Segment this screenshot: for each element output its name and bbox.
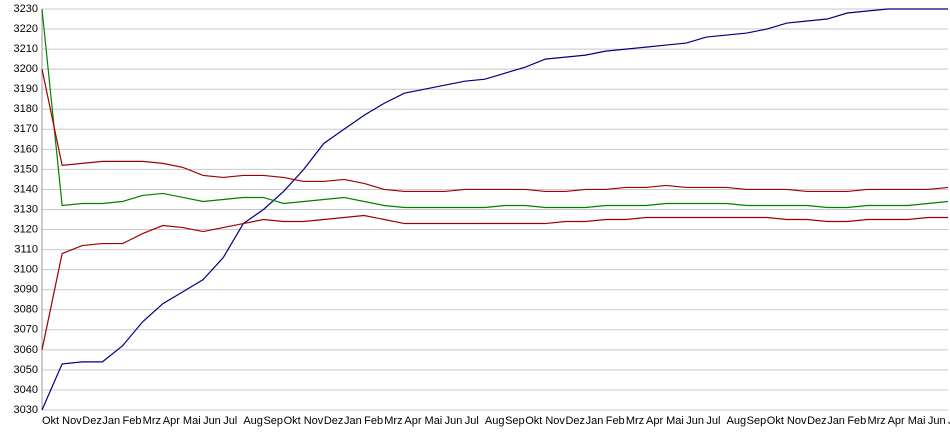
x-tick-label: Feb	[364, 415, 383, 427]
y-tick-label: 3220	[14, 23, 38, 35]
x-tick-label: Jan	[102, 415, 120, 427]
y-tick-label: 3130	[14, 203, 38, 215]
y-tick-label: 3190	[14, 83, 38, 95]
x-tick-label: Jul	[223, 415, 237, 427]
x-tick-label: Mrz	[626, 415, 644, 427]
x-tick-label: Jan	[344, 415, 362, 427]
x-tick-label: Apr	[888, 415, 905, 427]
line-series	[41, 8, 949, 209]
line-series	[41, 69, 949, 193]
y-tick-label: 3050	[14, 364, 38, 376]
x-tick-label: Jan	[827, 415, 845, 427]
y-tick-label: 3060	[14, 344, 38, 356]
x-tick-label: Dez	[324, 415, 344, 427]
y-tick-label: 3100	[14, 264, 38, 276]
x-tick-label: Nov	[787, 415, 807, 427]
x-tick-label: Sep	[747, 415, 767, 427]
y-tick-label: 3110	[14, 244, 38, 256]
x-tick-label: Sep	[263, 415, 283, 427]
y-tick-label: 3170	[14, 123, 38, 135]
x-tick-label: Jun	[686, 415, 704, 427]
y-tick-label: 3040	[14, 384, 38, 396]
x-tick-label: Jun	[445, 415, 463, 427]
x-tick-label: Aug	[485, 415, 505, 427]
line-series	[41, 214, 948, 350]
x-tick-label: Mrz	[143, 415, 161, 427]
x-tick-label: Jul	[948, 415, 950, 427]
x-tick-label: Dez	[82, 415, 102, 427]
y-tick-label: 3210	[14, 43, 38, 55]
x-tick-label: Okt	[42, 415, 59, 427]
x-tick-label: Dez	[565, 415, 585, 427]
x-tick-label: Jun	[203, 415, 221, 427]
y-tick-label: 3180	[14, 103, 38, 115]
y-tick-label: 3090	[14, 284, 38, 296]
x-tick-label: Jun	[928, 415, 946, 427]
x-tick-label: Nov	[62, 415, 82, 427]
x-tick-label: Nov	[304, 415, 324, 427]
line-series	[41, 8, 948, 411]
x-tick-label: Mai	[666, 415, 684, 427]
x-tick-label: Okt	[767, 415, 784, 427]
y-tick-label: 3230	[14, 3, 38, 15]
x-tick-label: Apr	[646, 415, 663, 427]
x-tick-label: Dez	[807, 415, 827, 427]
x-tick-label: Sep	[505, 415, 525, 427]
x-tick-label: Jul	[706, 415, 720, 427]
x-tick-label: Feb	[606, 415, 625, 427]
y-tick-label: 3120	[14, 223, 38, 235]
y-tick-label: 3200	[14, 63, 38, 75]
x-tick-label: Aug	[243, 415, 263, 427]
y-tick-label: 3160	[14, 143, 38, 155]
x-tick-label: Mrz	[384, 415, 402, 427]
x-tick-label: Nov	[545, 415, 565, 427]
x-tick-label: Okt	[284, 415, 301, 427]
x-tick-label: Mrz	[867, 415, 885, 427]
y-tick-label: 3030	[14, 404, 38, 416]
x-tick-label: Jul	[465, 415, 479, 427]
x-tick-label: Apr	[404, 415, 421, 427]
y-tick-label: 3070	[14, 324, 38, 336]
x-tick-label: Feb	[123, 415, 142, 427]
x-tick-label: Mai	[425, 415, 443, 427]
x-tick-label: Apr	[163, 415, 180, 427]
x-tick-label: Okt	[525, 415, 542, 427]
x-tick-label: Feb	[847, 415, 866, 427]
x-tick-label: Aug	[727, 415, 747, 427]
x-tick-label: Mai	[183, 415, 201, 427]
y-tick-label: 3140	[14, 183, 38, 195]
y-tick-label: 3150	[14, 163, 38, 175]
y-tick-label: 3080	[14, 304, 38, 316]
x-tick-label: Jan	[586, 415, 604, 427]
x-tick-label: Mai	[908, 415, 926, 427]
